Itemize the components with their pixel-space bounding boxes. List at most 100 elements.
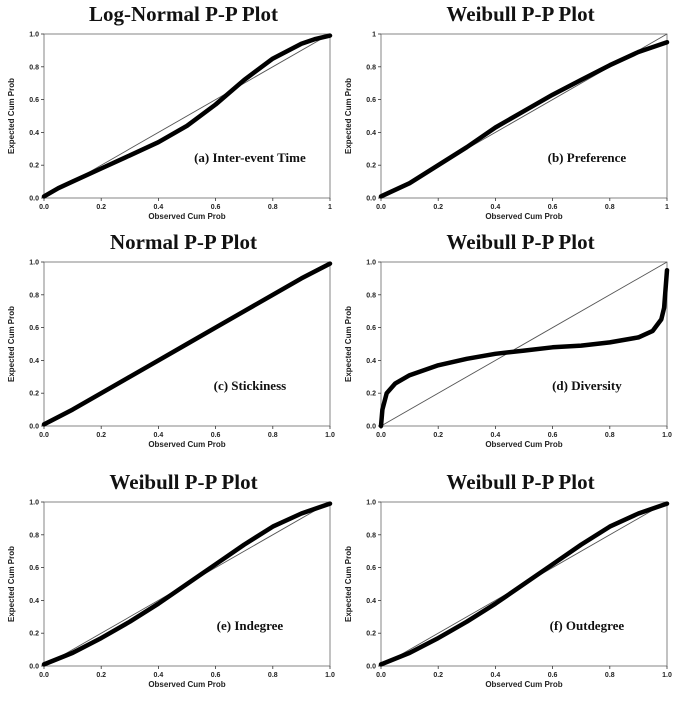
x-tick-label: 1.0: [325, 672, 335, 679]
x-tick-label: 0.6: [548, 672, 558, 679]
x-tick-label: 0.6: [548, 432, 558, 439]
panel-caption: (d) Diversity: [552, 378, 622, 393]
panel-caption: (b) Preference: [548, 150, 627, 165]
x-tick-label: 0.2: [96, 672, 106, 679]
x-axis-label: Observed Cum Prob: [485, 212, 562, 221]
y-axis-label: Expected Cum Prob: [344, 78, 353, 154]
x-tick-label: 0.0: [39, 672, 49, 679]
y-tick-label: 0.8: [29, 64, 39, 71]
y-tick-label: 0.6: [29, 325, 39, 332]
x-tick-label: 0.4: [154, 432, 164, 439]
x-tick-label: 0.4: [154, 672, 164, 679]
x-tick-label: 0.2: [433, 432, 443, 439]
x-tick-label: 0.8: [268, 432, 278, 439]
y-axis-label: Expected Cum Prob: [344, 306, 353, 382]
x-tick-label: 0.4: [491, 432, 501, 439]
x-tick-label: 1.0: [662, 672, 672, 679]
panel-indegree: Weibull P-P Plot 0.0 0.2 0.4 0.6 0.8 1.0 0.0 0.…: [0, 468, 337, 703]
y-tick-label: 0.8: [366, 532, 376, 539]
panel-caption: (f) Outdegree: [550, 618, 625, 633]
reference-line: [380, 261, 668, 427]
chart-title: Weibull P-P Plot: [446, 230, 595, 254]
panel-stickiness: Normal P-P Plot 0.0 0.2 0.4 0.6 0.8 1.0 0.0 0.2…: [0, 228, 337, 463]
panel-caption: (a) Inter-event Time: [194, 150, 306, 165]
x-tick-label: 1: [665, 204, 669, 211]
y-tick-label: 0.8: [366, 64, 376, 71]
y-tick-label: 0.2: [29, 163, 39, 170]
plot-frame: [43, 501, 331, 667]
plot-frame: [380, 33, 668, 199]
panel-outdegree: Weibull P-P Plot 0.0 0.2 0.4 0.6 0.8 1.0 0.0 0.…: [337, 468, 674, 703]
x-tick-label: 0.2: [433, 672, 443, 679]
y-axis-label: Expected Cum Prob: [7, 78, 16, 154]
plot-frame: [380, 261, 668, 427]
x-tick-label: 0.6: [211, 432, 221, 439]
x-tick-label: 0.8: [605, 204, 615, 211]
x-axis-label: Observed Cum Prob: [148, 440, 225, 449]
x-tick-label: 0.0: [376, 204, 386, 211]
chart-title: Weibull P-P Plot: [109, 470, 258, 494]
series-line: [41, 33, 333, 199]
series-line: [41, 501, 333, 667]
y-tick-label: 0.4: [29, 130, 39, 137]
y-tick-label: 0.4: [366, 358, 376, 365]
y-axis-label: Expected Cum Prob: [7, 306, 16, 382]
y-tick-label: 1.0: [29, 500, 39, 507]
pp-plot-svg: 0.0 0.2 0.4 0.6 0.8 1.0 0.0 0.2 0.4 0.6 0.8 1.0 Obse…: [344, 260, 672, 450]
chart-title: Log-Normal P-P Plot: [89, 2, 278, 26]
y-tick-label: 0.0: [366, 196, 376, 203]
pp-plot-svg: 0.0 0.2 0.4 0.6 0.8 1 0.0 0.2 0.4 0.6 0.8 1 Observed…: [344, 32, 670, 221]
x-tick-label: 0.2: [96, 204, 106, 211]
x-tick-label: 0.2: [433, 204, 443, 211]
y-tick-label: 0.0: [29, 424, 39, 431]
x-tick-label: 1: [328, 204, 332, 211]
x-axis-label: Observed Cum Prob: [485, 680, 562, 689]
x-tick-label: 0.8: [268, 672, 278, 679]
y-tick-label: 0.6: [29, 97, 39, 104]
pp-plot-svg: 0.0 0.2 0.4 0.6 0.8 1.0 0.0 0.2 0.4 0.6 0.8 1.0 Obse…: [344, 500, 672, 690]
chart-title: Normal P-P Plot: [110, 230, 257, 254]
y-tick-label: 0.2: [366, 631, 376, 638]
x-tick-label: 0.4: [491, 672, 501, 679]
y-tick-label: 1: [372, 32, 376, 39]
x-tick-label: 0.6: [211, 672, 221, 679]
plot-frame: [43, 33, 331, 199]
y-tick-label: 1.0: [29, 260, 39, 267]
x-axis-label: Observed Cum Prob: [485, 440, 562, 449]
plot-frame: [380, 501, 668, 667]
x-tick-label: 1.0: [325, 432, 335, 439]
panel-inter-event-time: Log-Normal P-P Plot 0.0 0.2 0.4 0.6 0.8 1 0.0 0…: [0, 0, 337, 235]
x-tick-label: 0.6: [548, 204, 558, 211]
y-tick-label: 0.6: [366, 325, 376, 332]
x-tick-label: 0.0: [376, 672, 386, 679]
y-tick-label: 1.0: [29, 32, 39, 39]
series-line: [378, 267, 670, 429]
plot-frame: [43, 261, 331, 427]
pp-plot-svg: 0.0 0.2 0.4 0.6 0.8 1 0.0 0.2 0.4 0.6 0.8 1.0 Observ…: [7, 32, 333, 221]
x-axis-label: Observed Cum Prob: [148, 212, 225, 221]
x-tick-label: 0.2: [96, 432, 106, 439]
y-tick-label: 0.2: [366, 391, 376, 398]
y-tick-label: 0.4: [29, 358, 39, 365]
x-tick-label: 0.8: [268, 204, 278, 211]
x-tick-label: 0.4: [154, 204, 164, 211]
series-line: [378, 501, 670, 667]
y-tick-label: 0.2: [366, 163, 376, 170]
panel-caption: (e) Indegree: [217, 618, 284, 633]
y-tick-label: 0.0: [29, 664, 39, 671]
y-tick-label: 0.6: [366, 97, 376, 104]
panel-diversity: Weibull P-P Plot 0.0 0.2 0.4 0.6 0.8 1.0 0.0 0.…: [337, 228, 674, 463]
x-tick-label: 0.0: [39, 204, 49, 211]
pp-plot-svg: 0.0 0.2 0.4 0.6 0.8 1.0 0.0 0.2 0.4 0.6 0.8 1.0 Obse…: [7, 260, 335, 450]
panel-caption: (c) Stickiness: [214, 378, 287, 393]
x-tick-label: 0.0: [376, 432, 386, 439]
x-tick-label: 0.0: [39, 432, 49, 439]
y-tick-label: 0.8: [29, 532, 39, 539]
chart-title: Weibull P-P Plot: [446, 2, 595, 26]
panel-preference: Weibull P-P Plot 0.0 0.2 0.4 0.6 0.8 1 0.0 0.2 0…: [337, 0, 674, 235]
y-tick-label: 0.0: [366, 424, 376, 431]
x-tick-label: 1.0: [662, 432, 672, 439]
x-tick-label: 0.4: [491, 204, 501, 211]
x-tick-label: 0.6: [211, 204, 221, 211]
